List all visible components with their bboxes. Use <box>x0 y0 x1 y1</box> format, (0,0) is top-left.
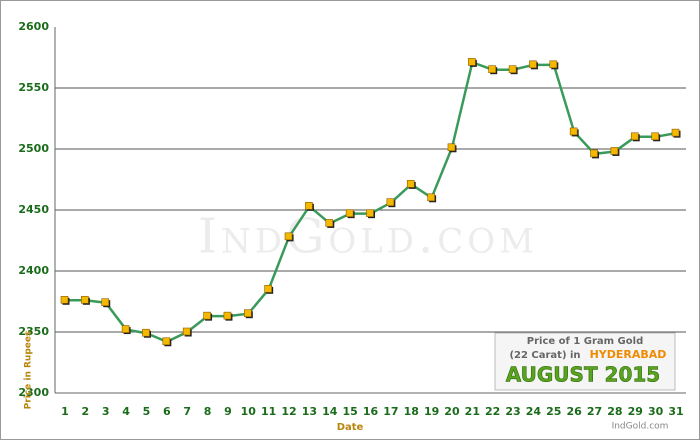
marker <box>325 219 334 227</box>
marker <box>569 127 578 136</box>
x-tick-label: 12 <box>281 405 296 418</box>
x-tick-label: 22 <box>485 405 500 418</box>
marker <box>508 65 517 73</box>
legend-background <box>494 332 676 391</box>
x-tick-label: 9 <box>224 405 232 418</box>
legend-month: AUGUST 2015 <box>506 363 660 387</box>
marker <box>142 328 150 337</box>
marker <box>549 60 558 69</box>
marker <box>427 193 435 202</box>
x-tick-label: 15 <box>342 405 357 418</box>
marker <box>529 60 537 69</box>
x-tick-label: 18 <box>404 405 419 418</box>
watermark: IndGold.com <box>198 209 538 265</box>
marker <box>671 128 680 137</box>
y-tick-label: 2300 <box>18 386 49 399</box>
x-tick-label: 25 <box>546 405 561 418</box>
marker <box>182 327 191 336</box>
y-tick-label: 2550 <box>18 81 49 94</box>
x-tick-label: 3 <box>102 405 110 418</box>
y-tick-label: 2350 <box>18 325 49 338</box>
x-tick-label: 13 <box>302 405 317 418</box>
x-tick-label: 16 <box>363 405 379 418</box>
marker <box>590 149 598 158</box>
legend-box: Price of 1 Gram Gold (22 Carat) in HYDER… <box>494 332 676 391</box>
marker <box>468 58 476 66</box>
source: IndGold.com <box>612 422 669 432</box>
x-tick-label: 11 <box>261 405 276 418</box>
marker <box>488 65 497 73</box>
y-tick-label: 2400 <box>18 264 49 277</box>
marker <box>305 202 313 210</box>
marker <box>406 180 415 188</box>
legend-city: HYDERABAD <box>590 348 667 361</box>
marker <box>203 311 211 320</box>
marker <box>651 132 659 141</box>
y-tick-label: 2600 <box>18 20 49 33</box>
marker <box>630 132 639 141</box>
x-tick-label: 17 <box>383 405 398 418</box>
marker <box>447 143 456 152</box>
x-tick-label: 2 <box>82 405 90 418</box>
marker <box>386 198 395 206</box>
marker <box>101 298 110 307</box>
marker <box>121 325 130 333</box>
x-tick-label: 10 <box>241 405 257 418</box>
x-tick-label: 19 <box>424 405 439 418</box>
x-tick-label: 29 <box>628 405 643 418</box>
marker <box>162 337 171 346</box>
x-tick-label: 24 <box>526 405 542 418</box>
marker <box>223 311 232 320</box>
x-tick-label: 31 <box>668 405 683 418</box>
x-tick-label: 4 <box>122 405 130 418</box>
y-axis-label: Price in Rupees <box>24 331 34 410</box>
x-tick-label: 5 <box>143 405 151 418</box>
marker <box>284 232 293 241</box>
x-tick-label: 8 <box>204 405 212 418</box>
marker <box>81 295 89 304</box>
x-axis-label: Date <box>337 422 364 433</box>
x-tick-label: 30 <box>648 405 664 418</box>
x-tick-label: 27 <box>587 405 602 418</box>
y-tick-label: 2500 <box>18 142 49 155</box>
x-tick-label: 26 <box>567 405 583 418</box>
x-tick-label: 20 <box>444 405 460 418</box>
x-tick-label: 28 <box>607 405 622 418</box>
x-tick-label: 14 <box>322 405 338 418</box>
marker <box>264 284 272 293</box>
marker <box>610 147 619 155</box>
x-tick-label: 6 <box>163 405 171 418</box>
marker <box>60 295 69 304</box>
marker <box>345 209 354 217</box>
marker <box>366 209 374 217</box>
x-tick-label: 21 <box>465 405 480 418</box>
legend-line1: Price of 1 Gram Gold <box>527 336 643 347</box>
x-tick-label: 1 <box>61 405 69 418</box>
x-tick-label: 7 <box>183 405 191 418</box>
x-tick-label: 23 <box>505 405 520 418</box>
legend-line2: (22 Carat) in <box>509 350 580 361</box>
marker <box>244 309 252 318</box>
y-tick-label: 2450 <box>18 203 49 216</box>
